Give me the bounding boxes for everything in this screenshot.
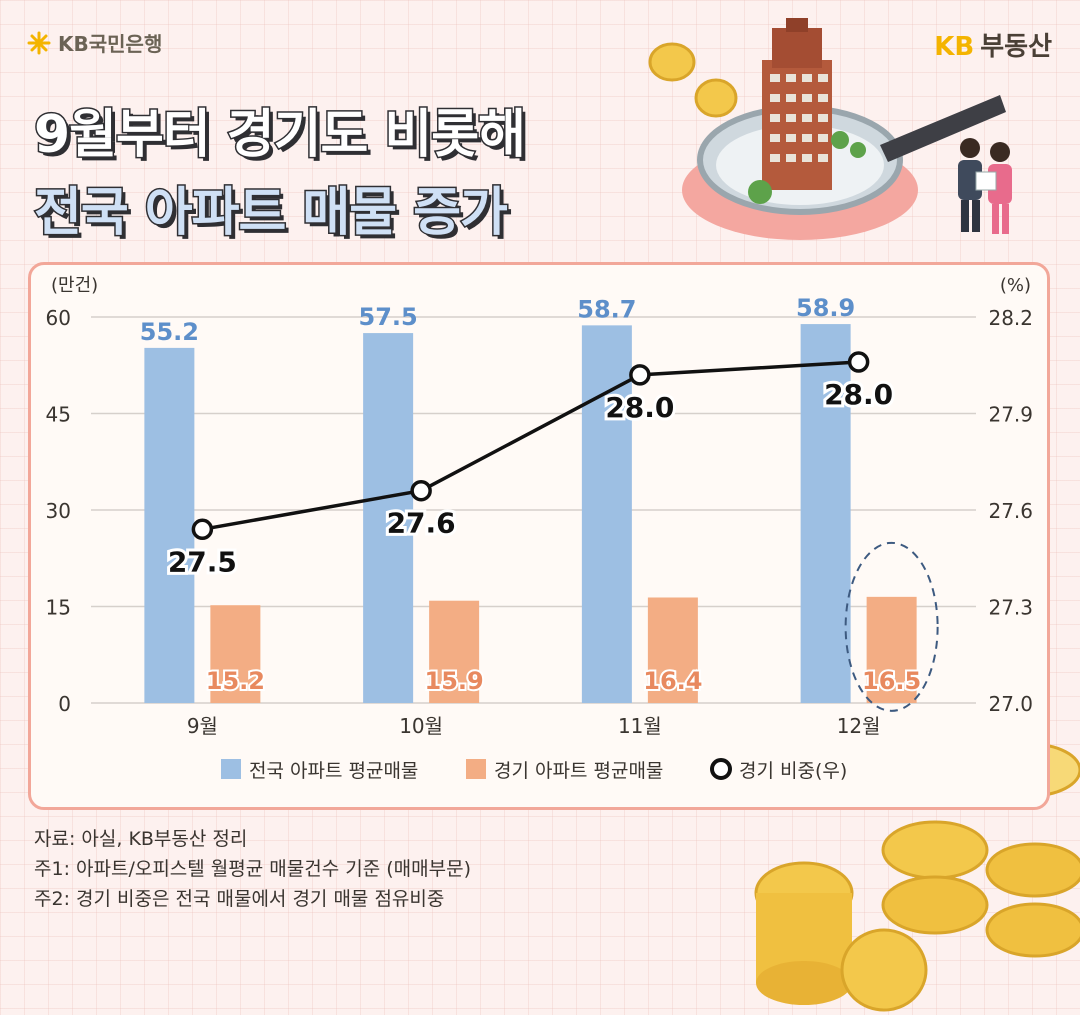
left-tick-label: 0 [58, 692, 71, 716]
gyeonggi-share-point [410, 479, 432, 502]
bank-logo-text: KB국민은행 [58, 32, 163, 56]
magnifier-icon [682, 95, 1006, 240]
gyeonggi-share-label: 28.0 [605, 391, 674, 424]
category-label: 11월 [618, 714, 662, 738]
legend-label: 경기 아파트 평균매물 [494, 760, 663, 782]
listings-chart: 0 15 30 45 60 27.0 27.3 27.6 27.9 28.2 (만건) (%) 55.2… [46, 275, 1033, 782]
brand-name: 부동산 [980, 32, 1052, 62]
left-tick-label: 45 [46, 403, 71, 427]
gyeonggi-share-line [202, 360, 859, 532]
kb-bank-logo: KB국민은행 [26, 28, 162, 57]
gyeonggi-share-point [629, 364, 651, 386]
page-title-line2: 전국 아파트 매물 증가 [33, 182, 510, 245]
category-label: 9월 [187, 714, 218, 738]
left-axis-unit: (만건) [51, 275, 98, 296]
gyeonggi-share-point [847, 351, 870, 373]
legend-label: 경기 비중(우) [739, 760, 847, 782]
national-bar [800, 324, 851, 703]
right-tick-label: 27.9 [988, 403, 1033, 427]
gyeonggi-share-point [191, 518, 214, 541]
note-2: 주2: 경기 비중은 전국 매물에서 경기 매물 점유비중 [34, 888, 445, 910]
kb-realestate-logo: KB 부동산 [934, 26, 1052, 63]
gyeonggi-value-label: 16.4 [643, 667, 702, 695]
couple-icon [958, 138, 1012, 234]
legend-label: 전국 아파트 평균매물 [249, 760, 418, 782]
chart-panel: 0 15 30 45 60 27.0 27.3 27.6 27.9 28.2 (만건) (%) 55.2… [28, 262, 1050, 810]
national-bar [581, 325, 632, 703]
right-axis-unit: (%) [1000, 275, 1031, 296]
right-tick-label: 27.0 [988, 692, 1033, 716]
category-label: 12월 [837, 714, 881, 738]
legend-swatch [466, 759, 486, 779]
national-bar [144, 347, 195, 703]
category-label: 10월 [399, 714, 443, 738]
national-value-label: 57.5 [359, 303, 418, 331]
right-tick-label: 27.3 [988, 596, 1033, 620]
legend-swatch [221, 759, 241, 779]
gyeonggi-value-label: 16.5 [862, 667, 921, 695]
gyeonggi-bar [210, 605, 261, 703]
gyeonggi-bar [429, 600, 480, 703]
gyeonggi-bar [866, 596, 917, 703]
left-tick-label: 30 [46, 499, 71, 523]
right-tick-label: 28.2 [988, 306, 1033, 330]
note-source: 자료: 아실, KB부동산 정리 [34, 828, 248, 850]
gyeonggi-share-label: 28.0 [824, 378, 893, 411]
page-title-line1: 9월부터 경기도 비롯해 [33, 104, 528, 167]
left-tick-label: 15 [46, 596, 71, 620]
gyeonggi-bar [647, 597, 698, 703]
left-tick-label: 60 [46, 306, 71, 330]
note-1: 주1: 아파트/오피스텔 월평균 매물건수 기준 (매매부문) [34, 858, 471, 880]
legend-swatch [710, 758, 732, 780]
notes: 자료: 아실, KB부동산 정리 주1: 아파트/오피스텔 월평균 매물건수 기… [34, 824, 471, 914]
gyeonggi-value-label: 15.2 [206, 667, 265, 695]
brand-kb: KB [934, 32, 975, 62]
right-tick-label: 27.6 [988, 499, 1033, 523]
national-value-label: 58.9 [796, 294, 855, 322]
gyeonggi-share-label: 27.5 [168, 545, 237, 578]
national-bar [363, 333, 414, 703]
coin-stack-icon [648, 42, 1080, 1012]
gyeonggi-share-label: 27.6 [387, 507, 456, 540]
national-value-label: 55.2 [140, 318, 199, 346]
gyeonggi-value-label: 15.9 [425, 667, 484, 695]
apartment-building-icon [748, 18, 866, 204]
national-value-label: 58.7 [577, 295, 636, 323]
kb-star-icon [27, 31, 51, 54]
